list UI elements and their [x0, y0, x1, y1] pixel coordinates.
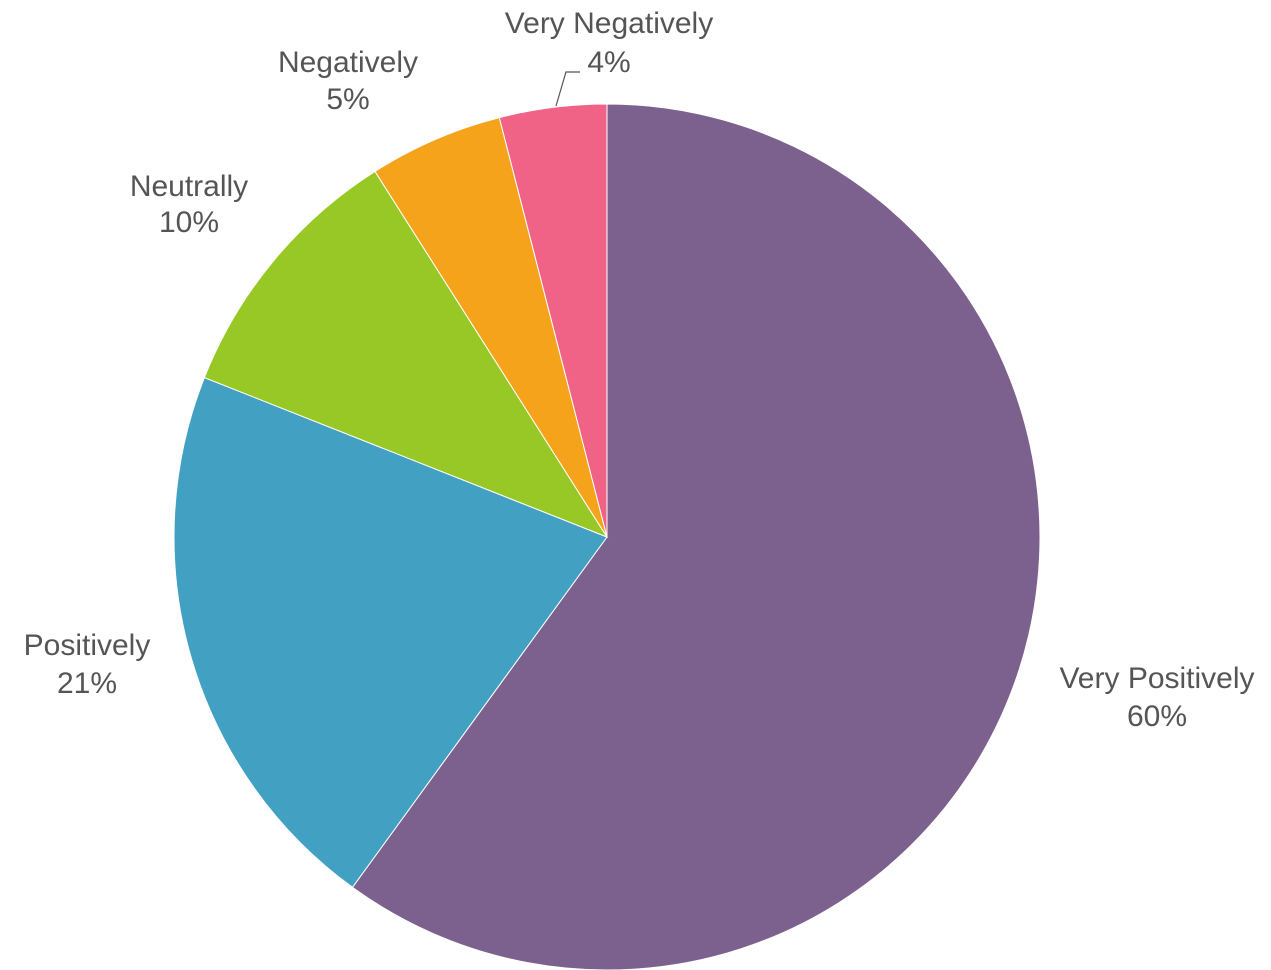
slice-label-negatively: Negatively — [278, 46, 418, 79]
slice-positively — [173, 376, 608, 889]
leader-lines — [555, 71, 580, 107]
pie-labels: Very Positively 60% Positively 21% Neutrally… — [24, 7, 1255, 733]
slice-value-positively: 21% — [57, 667, 117, 700]
slice-label-positively: Positively — [24, 629, 151, 662]
slice-value-negatively: 5% — [326, 83, 369, 116]
slice-label-very-negatively: Very Negatively — [505, 7, 713, 40]
slice-value-neutrally: 10% — [159, 206, 219, 239]
slice-very-negatively — [498, 103, 608, 538]
pie-slices — [173, 103, 1041, 970]
slice-value-very-negatively: 4% — [587, 46, 630, 79]
slice-label-neutrally: Neutrally — [130, 170, 248, 203]
slice-value-very-positively: 60% — [1127, 700, 1187, 733]
slice-label-very-positively: Very Positively — [1059, 662, 1254, 695]
slice-neutrally — [203, 170, 609, 539]
leader-line-very-negatively — [555, 71, 580, 107]
slice-very-positively — [351, 103, 1041, 970]
